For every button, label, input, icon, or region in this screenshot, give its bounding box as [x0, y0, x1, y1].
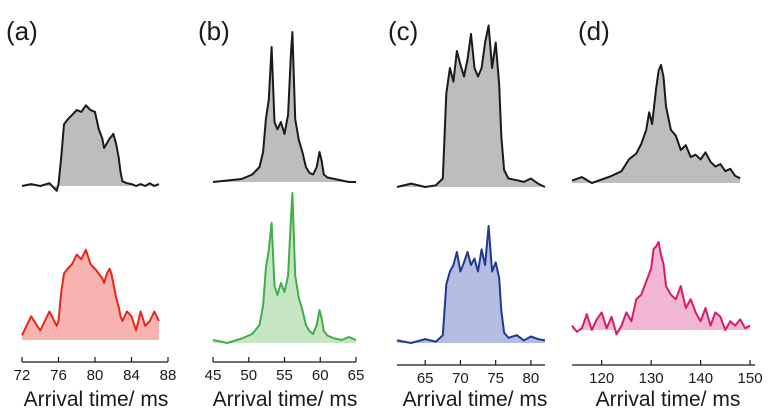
x-tick-label: 75 — [487, 370, 504, 387]
top-trace-group — [212, 31, 356, 183]
bottom-trace-line — [212, 192, 357, 344]
bottom-trace-fill — [397, 226, 545, 343]
top-trace-fill — [397, 25, 545, 187]
bottom-trace-line — [21, 248, 160, 336]
x-axis-label: Arrival time/ ms — [24, 388, 169, 411]
panel-label: (d) — [578, 16, 610, 46]
x-axis-label: Arrival time/ ms — [596, 388, 741, 411]
top-trace-group — [571, 64, 741, 184]
x-tick-label: 55 — [276, 367, 293, 384]
top-trace-group — [396, 24, 546, 188]
bottom-trace-fill — [213, 193, 356, 343]
x-axis-label: Arrival time/ ms — [403, 388, 548, 411]
panel-label: (c) — [388, 16, 418, 46]
top-trace-fill — [572, 65, 741, 183]
x-tick-label: 76 — [50, 367, 67, 384]
x-tick-label: 80 — [87, 367, 104, 384]
x-axis: 120 130 140 150 — [572, 360, 763, 387]
x-tick-label: 65 — [348, 367, 365, 384]
x-tick-label: 45 — [205, 367, 222, 384]
panel-b: (b) 45 50 55 60 65 Arrival time/ ms — [198, 16, 364, 411]
x-tick-label: 72 — [14, 367, 31, 384]
x-axis: 65 70 75 80 — [397, 360, 545, 387]
panel-c: (c) 65 70 75 80 Arrival time/ ms — [388, 16, 547, 411]
x-tick-label: 140 — [688, 370, 713, 387]
x-tick-label: 130 — [639, 370, 664, 387]
bottom-trace-group — [571, 241, 751, 336]
top-trace-fill — [22, 105, 159, 191]
x-tick-label: 65 — [417, 370, 434, 387]
bottom-trace-group — [21, 248, 160, 340]
bottom-trace-line — [396, 225, 546, 344]
panel-label: (a) — [6, 16, 38, 46]
panel-d: (d) 120 130 140 150 Arrival time/ ms — [571, 16, 763, 411]
x-tick-label: 84 — [123, 367, 140, 384]
x-tick-label: 80 — [523, 370, 540, 387]
x-axis: 72 76 80 84 88 — [14, 357, 177, 384]
bottom-trace-group — [396, 225, 546, 344]
x-tick-label: 70 — [452, 370, 469, 387]
top-trace-line — [396, 24, 546, 188]
panel-label: (b) — [198, 16, 230, 46]
panel-a: (a) 72 76 80 84 88 Arrival time/ ms — [6, 16, 176, 411]
x-axis: 45 50 55 60 65 — [205, 357, 365, 384]
bottom-trace-group — [212, 192, 357, 344]
top-trace-line — [21, 104, 160, 192]
x-tick-label: 60 — [312, 367, 329, 384]
top-trace-line — [571, 64, 741, 184]
top-trace-line — [212, 31, 356, 183]
x-tick-label: 88 — [160, 367, 177, 384]
top-trace-fill — [213, 32, 356, 182]
x-tick-label: 50 — [240, 367, 257, 384]
x-axis-label: Arrival time/ ms — [213, 388, 358, 411]
x-tick-label: 150 — [738, 370, 763, 387]
top-trace-group — [21, 104, 160, 192]
x-tick-label: 120 — [589, 370, 614, 387]
bottom-trace-line — [571, 241, 751, 336]
